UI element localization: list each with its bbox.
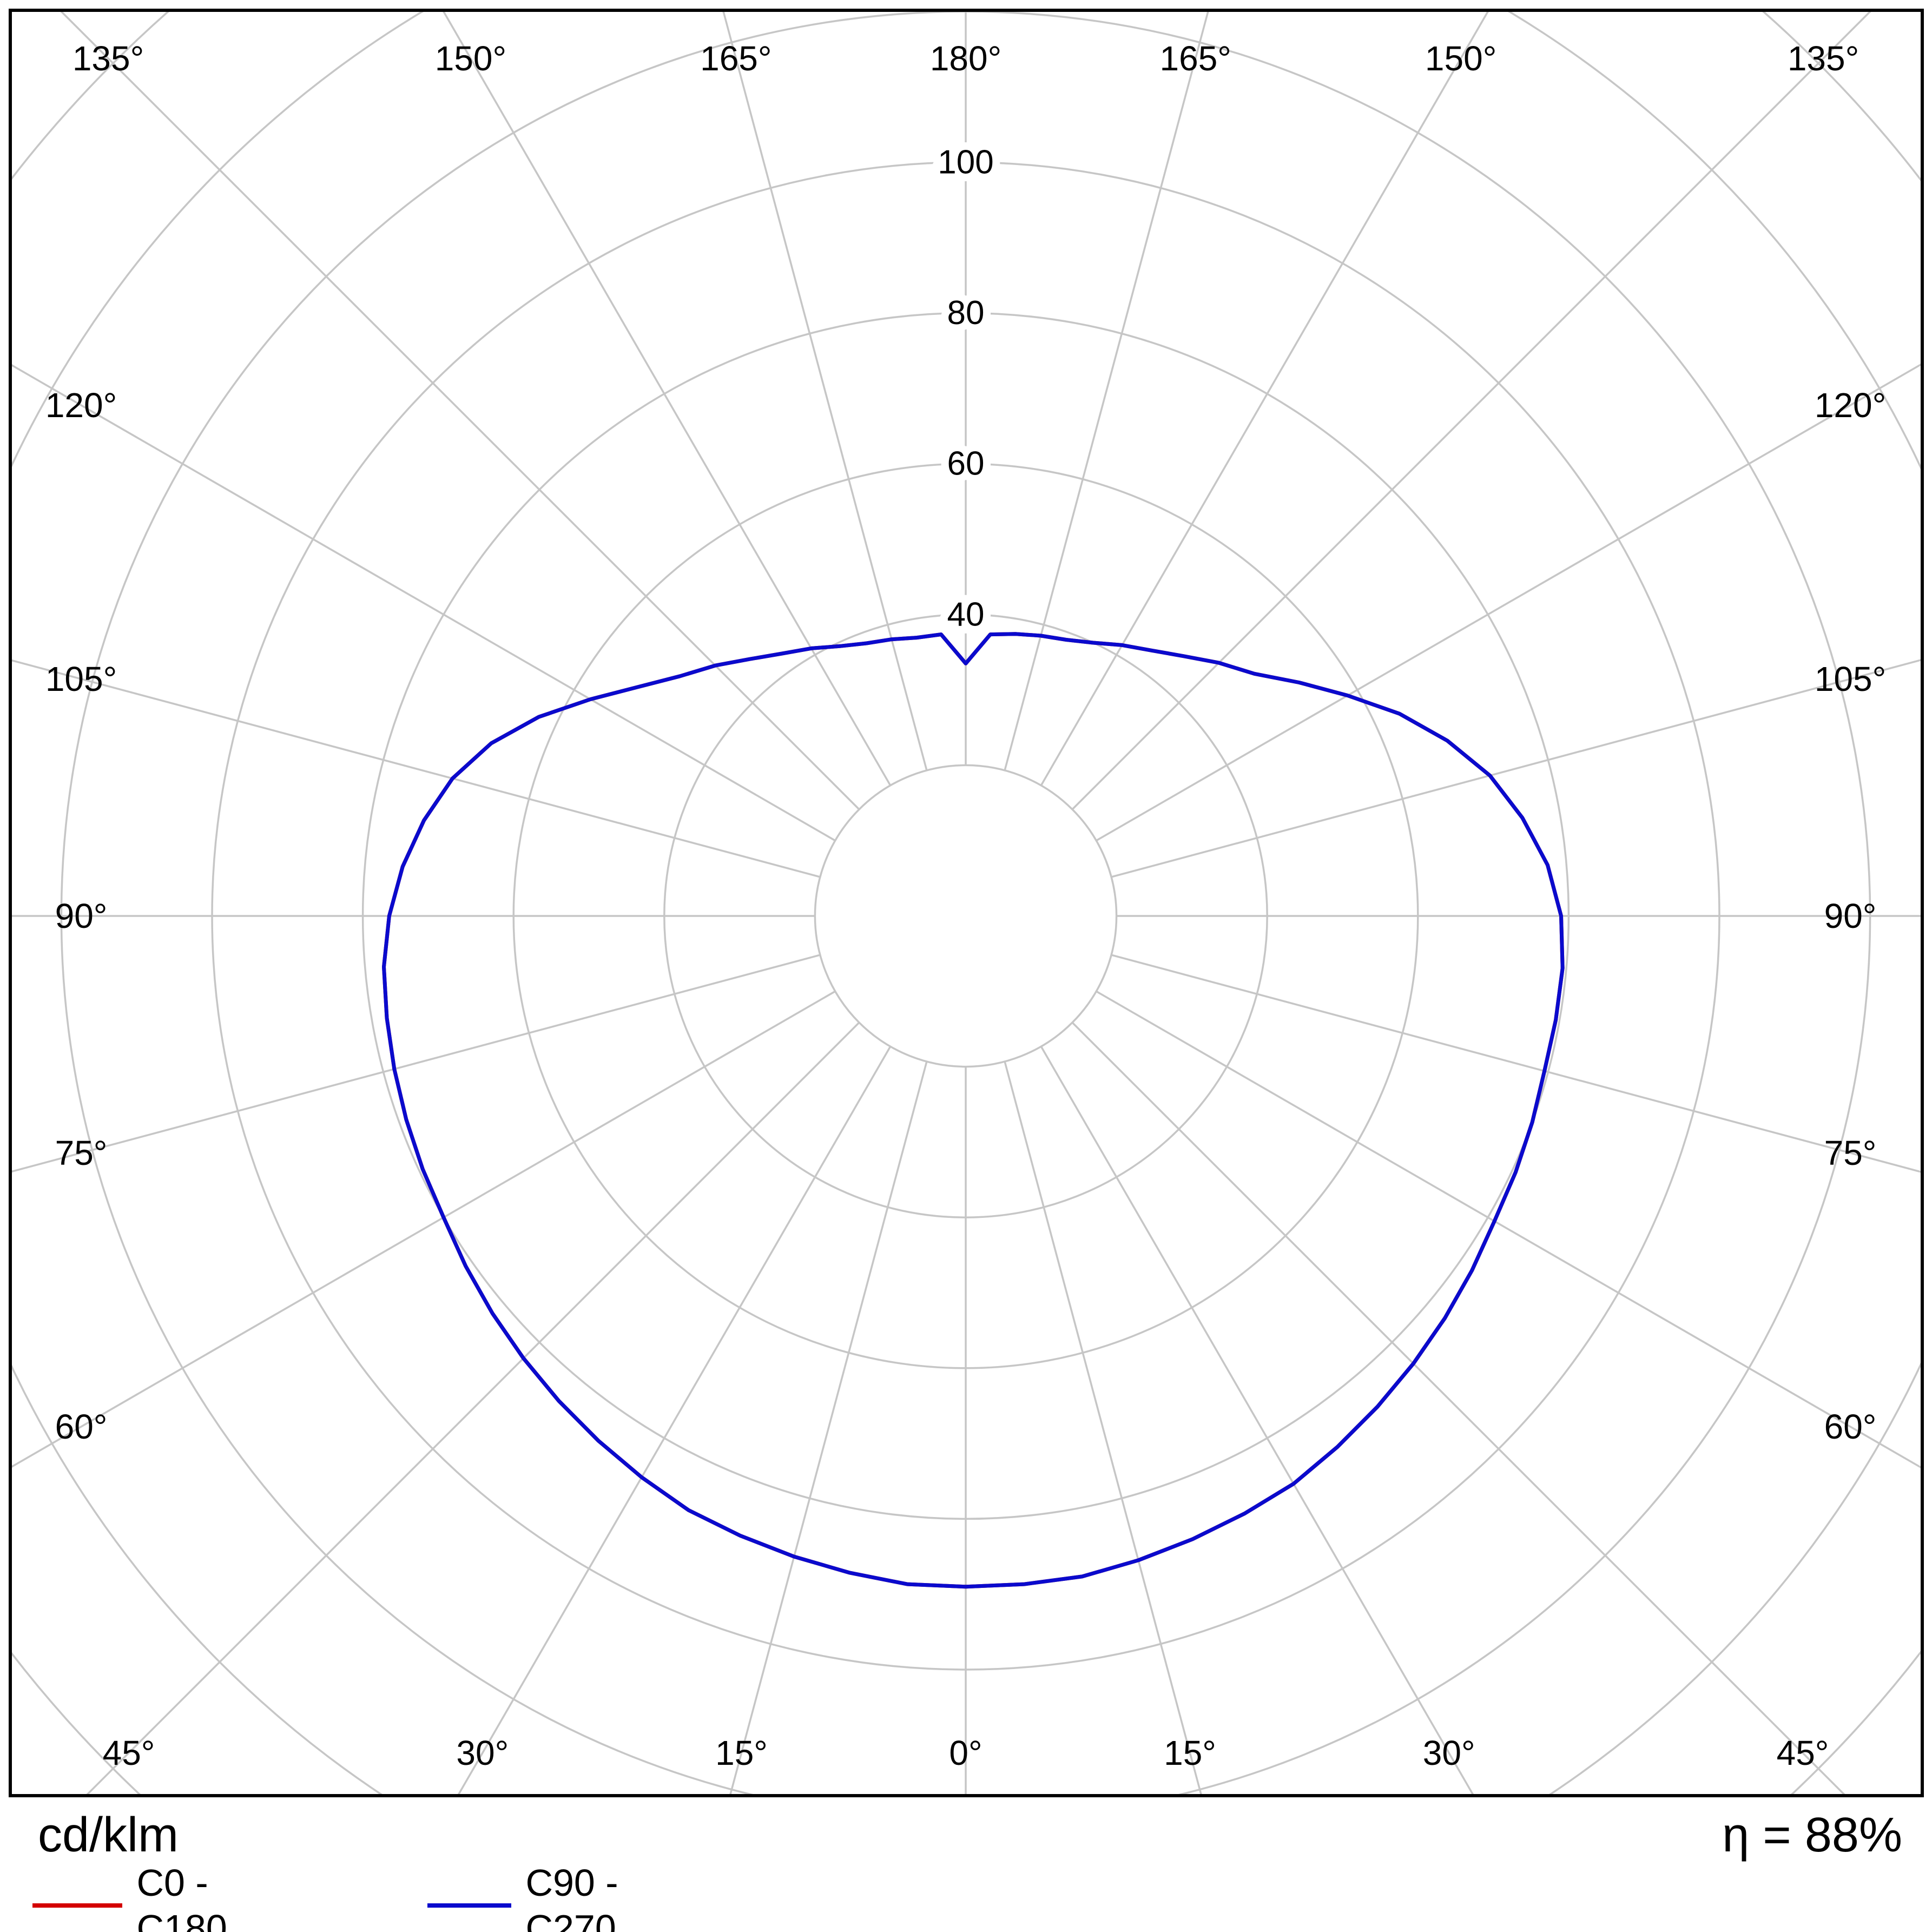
angle-label-165-left: 165° [700,39,772,78]
polar-grid-ray-285 [12,954,821,1173]
angle-label-105-right: 105° [1815,660,1886,698]
polar-grid-ray-105 [1111,659,1921,878]
angle-label-135-left: 135° [72,39,144,78]
angle-label-60-right: 60° [1824,1407,1877,1446]
angle-label-15-right: 15° [1164,1733,1216,1772]
angle-label-30-right: 30° [1423,1733,1475,1772]
legend-item-c90-c270: C90 - C270 [427,1862,656,1932]
angle-label-150-left: 150° [435,39,506,78]
angle-label-90-right: 90° [1824,896,1877,935]
angle-label-75-left: 75° [55,1133,108,1172]
angle-label-0: 0° [949,1733,982,1772]
angle-label-180: 180° [930,39,1001,78]
angle-label-90-left: 90° [55,896,108,935]
polar-grid-ray-315 [86,1021,860,1794]
polar-grid-ray-150 [1040,12,1489,786]
polar-grid-ray-15 [1004,1061,1202,1794]
radial-tick-label-40: 40 [947,596,985,633]
polar-grid-ray-60 [1096,990,1921,1469]
angle-label-105-left: 105° [45,660,117,698]
polar-grid-ray-75 [1111,954,1921,1173]
radial-tick-label-60: 60 [947,445,985,483]
angle-label-15-left: 15° [715,1733,768,1772]
angle-label-75-right: 75° [1824,1133,1877,1172]
polar-grid-ray-225 [60,12,860,810]
unit-label: cd/klm [38,1808,179,1862]
legend-swatch-red-line [32,1903,123,1908]
polar-chart-svg: 40 60 80 100 0° 15° 15° 30° 30° 45° 45° 60° 60° 75° 75… [12,12,1921,1794]
efficiency-label: η = 88% [1722,1808,1902,1862]
angle-label-60-left: 60° [55,1407,108,1446]
polar-grid-ray-345 [729,1061,928,1794]
legend-item-c0-c180: C0 - C180 [32,1862,261,1932]
polar-grid-ray-195 [722,12,928,771]
angle-label-45-right: 45° [1777,1733,1829,1772]
polar-grid-ray-255 [12,659,821,878]
footer: cd/klm η = 88% [38,1808,1902,1862]
angle-label-120-right: 120° [1815,386,1886,425]
polar-grid-ray-300 [12,990,836,1468]
angle-label-120-left: 120° [45,386,117,425]
curve-c90-c270 [382,632,1565,1589]
polar-grid-ray-45 [1071,1021,1845,1794]
radial-tick-label-100: 100 [938,144,993,181]
angle-label-165-right: 165° [1160,39,1231,78]
curve-c0-c180 [382,632,1565,1589]
legend-swatch-blue-line [427,1903,512,1908]
angle-label-45-left: 45° [103,1733,155,1772]
radial-tick-label-80: 80 [947,294,985,332]
polar-grid-ray-330 [457,1046,892,1794]
legend-label-c0-c180: C0 - C180 [136,1862,227,1932]
polar-grid-ray-135 [1071,12,1871,810]
polar-grid-ray-210 [443,12,892,786]
polar-grid-ray-165 [1004,12,1209,771]
polar-grid-circle-20 [814,764,1118,1068]
polar-grid-ray-30 [1040,1046,1474,1794]
angle-label-135-right: 135° [1788,39,1859,78]
polar-grid-ray-120 [1096,363,1921,842]
polar-chart-frame: 40 60 80 100 0° 15° 15° 30° 30° 45° 45° 60° 60° 75° 75… [9,9,1924,1797]
angle-label-150-right: 150° [1425,39,1496,78]
angle-label-30-left: 30° [456,1733,509,1772]
legend-label-c90-c270: C90 - C270 [525,1862,618,1932]
polar-grid-ray-240 [12,364,836,842]
